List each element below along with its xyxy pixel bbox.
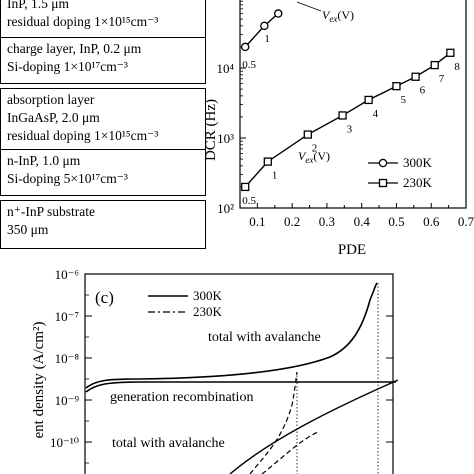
point-label: 5 xyxy=(400,94,406,106)
panel-label-c: (c) xyxy=(95,288,114,307)
legend-square-marker xyxy=(378,178,388,188)
chart-b-ylabel: DCR (Hz) xyxy=(203,99,219,161)
chart-c-ticks: 10⁻⁶ 10⁻⁷ 10⁻⁸ 10⁻⁹ 10⁻¹⁰ xyxy=(50,267,393,464)
point-label: 2 xyxy=(312,143,318,155)
point-label: 4 xyxy=(373,108,379,120)
layer-text: charge layer, InP, 0.2 μm xyxy=(7,41,142,56)
data-point-square xyxy=(430,60,439,70)
data-point-square xyxy=(338,111,347,120)
chart-b-xlabel: PDE xyxy=(338,242,366,258)
point-label: 7 xyxy=(439,73,445,85)
chart-b-series: 0.5 1 0.5 1 2 3 4 5 6 78 xyxy=(240,9,460,207)
layer-charge: charge layer, InP, 0.2 μm Si-doping 1×10… xyxy=(0,37,206,84)
layer-text: n-InP, 1.0 μm xyxy=(7,153,81,168)
data-point-square xyxy=(446,48,455,57)
layer-substrate: n⁺-InP substrate 350 μm xyxy=(0,200,206,249)
y-tick-label: 10³ xyxy=(217,131,234,146)
point-label: 8 xyxy=(454,61,460,73)
vex-label-bottom: Vex(V) xyxy=(298,149,330,165)
layer-inp-top: InP, 1.5 μm residual doping 1×10¹⁵cm⁻³ xyxy=(0,0,206,38)
point-label: 1 xyxy=(272,170,278,182)
legend-circle-marker xyxy=(378,158,388,168)
chart-b-legend: 300K 230K xyxy=(368,155,433,190)
x-tick-label: 0.4 xyxy=(354,214,371,229)
data-point-square xyxy=(241,182,250,192)
data-point-square xyxy=(364,95,373,105)
chart-c-legend: 300K 230K xyxy=(148,288,223,319)
vex-pointer-top xyxy=(296,1,322,12)
y-tick-label: 10² xyxy=(217,201,234,216)
data-point-square xyxy=(263,157,272,166)
data-point-square xyxy=(392,82,401,91)
point-label: 0.5 xyxy=(242,195,256,207)
chart-b-ticks: 0.1 0.2 0.3 0.4 0.5 0.6 0.7 10² 10³ 10⁴ xyxy=(216,0,474,229)
layer-text: Si-doping 1×10¹⁷cm⁻³ xyxy=(7,59,128,74)
x-tick-label: 0.5 xyxy=(388,214,404,229)
c-y-tick-label: 10⁻⁶ xyxy=(55,267,79,282)
legend-230k: 230K xyxy=(403,175,433,190)
curve-230k-generation xyxy=(229,379,399,474)
layer-n-inp: n-InP, 1.0 μm Si-doping 5×10¹⁷cm⁻³ xyxy=(0,149,206,196)
x-tick-label: 0.1 xyxy=(249,214,265,229)
curve-300k-total xyxy=(85,282,378,389)
x-tick-label: 0.7 xyxy=(458,214,474,229)
annotation-total-avalanche-230k: total with avalanche xyxy=(112,436,225,451)
curve-300k-generation xyxy=(85,381,396,393)
data-point-circle xyxy=(273,9,283,18)
point-label: 0.5 xyxy=(242,59,256,71)
legend-300k: 300K xyxy=(403,155,433,170)
legend-c-300k: 300K xyxy=(193,288,223,303)
c-y-tick-label: 10⁻⁷ xyxy=(55,309,79,324)
layer-text: n⁺-InP substrate xyxy=(7,204,95,219)
c-y-tick-label: 10⁻⁸ xyxy=(55,351,80,366)
annotation-generation-recombination: generation recombination xyxy=(110,390,253,405)
layer-text: residual doping 1×10¹⁵cm⁻³ xyxy=(7,128,159,143)
curve-230k-diffusion xyxy=(261,431,319,474)
point-label: 1 xyxy=(264,33,270,45)
point-label: 3 xyxy=(347,123,353,135)
chart-c-ylabel: ent density (A/cm²) xyxy=(31,322,47,439)
data-point-circle xyxy=(240,42,250,52)
x-tick-label: 0.3 xyxy=(319,214,335,229)
dcr-vs-pde-chart: 0.1 0.2 0.3 0.4 0.5 0.6 0.7 10² 10³ 10⁴ 0.5 1 0.5 1 2… xyxy=(203,0,474,258)
vex-label-top: Vex(V) xyxy=(322,8,354,24)
annotation-total-avalanche-300k: total with avalanche xyxy=(208,330,321,345)
layer-text: 350 μm xyxy=(7,222,49,237)
y-tick-label: 10⁴ xyxy=(216,61,234,76)
current-density-chart: 10⁻⁶ 10⁻⁷ 10⁻⁸ 10⁻⁹ 10⁻¹⁰ ent density (A/cm²… xyxy=(31,267,399,474)
data-point-square xyxy=(411,72,420,81)
series-line-300K xyxy=(244,13,279,48)
legend-c-230k: 230K xyxy=(193,304,223,319)
c-y-tick-label: 10⁻⁹ xyxy=(55,393,80,408)
layer-text: InP, 1.5 μm xyxy=(7,0,69,11)
layer-text: absorption layer xyxy=(7,92,95,107)
layer-text: Si-doping 5×10¹⁷cm⁻³ xyxy=(7,171,128,186)
layer-text: InGaAsP, 2.0 μm xyxy=(7,110,100,125)
c-y-tick-label: 10⁻¹⁰ xyxy=(50,435,79,450)
curve-230k-total xyxy=(249,371,298,474)
x-tick-label: 0.2 xyxy=(284,214,300,229)
data-point-square xyxy=(303,130,312,139)
x-tick-label: 0.6 xyxy=(423,214,440,229)
layer-text: residual doping 1×10¹⁵cm⁻³ xyxy=(7,14,159,29)
point-label: 6 xyxy=(420,85,426,97)
chart-b-frame xyxy=(239,0,467,209)
data-point-circle xyxy=(260,21,269,31)
